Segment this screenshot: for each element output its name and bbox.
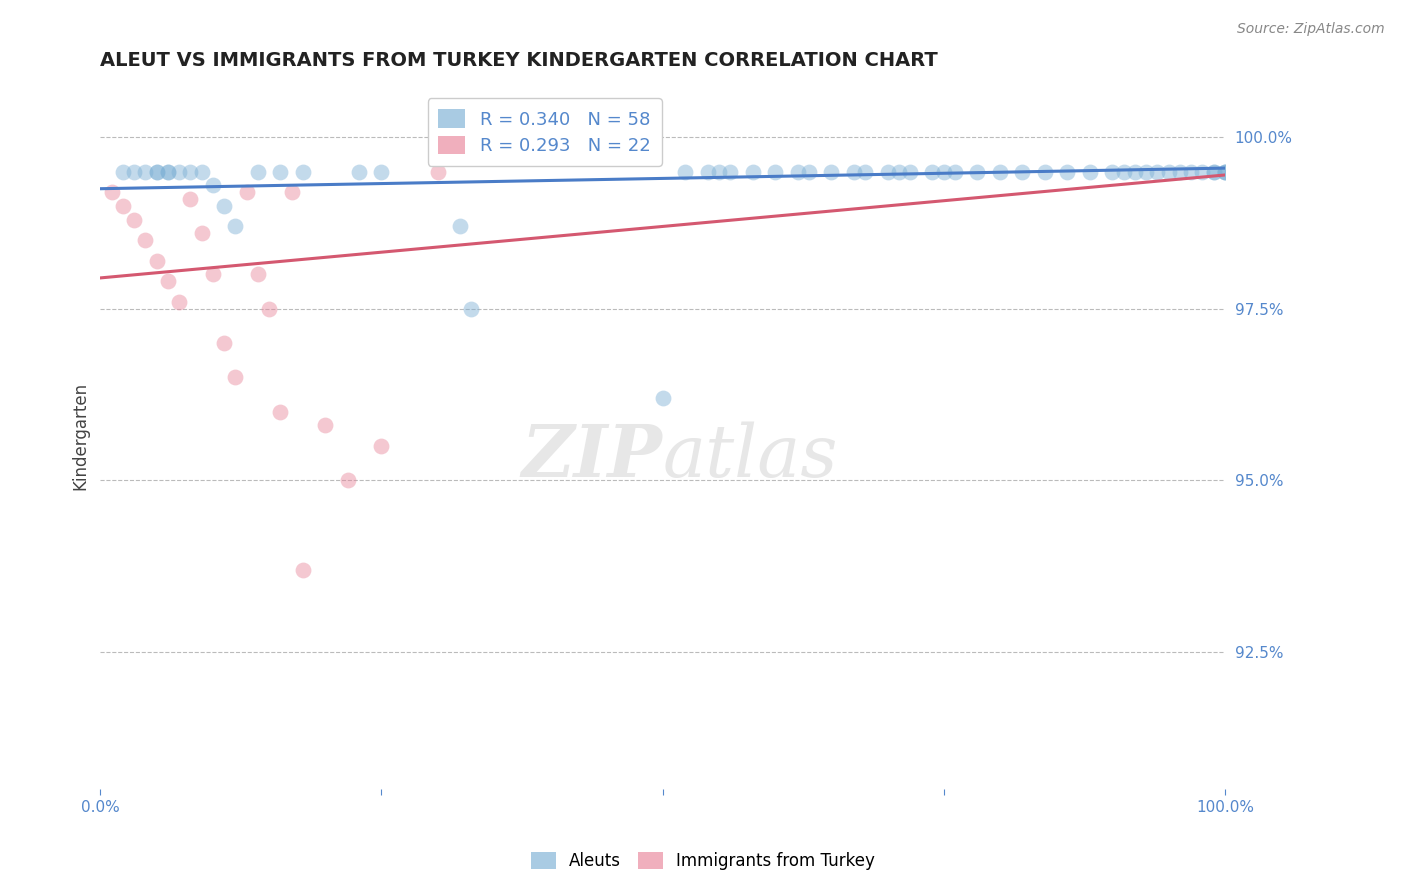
Point	[1011, 164, 1033, 178]
Point	[280, 185, 302, 199]
Text: Source: ZipAtlas.com: Source: ZipAtlas.com	[1237, 22, 1385, 37]
Point	[1191, 164, 1213, 178]
Point	[156, 164, 179, 178]
Text: atlas: atlas	[662, 422, 838, 492]
Point	[134, 233, 156, 247]
Point	[1213, 164, 1236, 178]
Point	[291, 563, 314, 577]
Point	[224, 219, 246, 234]
Point	[370, 164, 392, 178]
Point	[1146, 164, 1168, 178]
Point	[167, 164, 190, 178]
Point	[314, 418, 336, 433]
Point	[145, 164, 167, 178]
Point	[111, 199, 134, 213]
Point	[156, 274, 179, 288]
Point	[1123, 164, 1146, 178]
Point	[842, 164, 865, 178]
Point	[932, 164, 955, 178]
Point	[741, 164, 763, 178]
Text: ALEUT VS IMMIGRANTS FROM TURKEY KINDERGARTEN CORRELATION CHART: ALEUT VS IMMIGRANTS FROM TURKEY KINDERGA…	[100, 51, 938, 70]
Point	[1033, 164, 1056, 178]
Point	[707, 164, 730, 178]
Point	[1202, 164, 1225, 178]
Point	[1078, 164, 1101, 178]
Point	[1180, 164, 1202, 178]
Point	[100, 185, 122, 199]
Point	[212, 336, 235, 351]
Point	[1135, 164, 1157, 178]
Point	[921, 164, 943, 178]
Point	[1202, 164, 1225, 178]
Point	[426, 164, 449, 178]
Point	[134, 164, 156, 178]
Point	[820, 164, 842, 178]
Point	[257, 301, 280, 316]
Point	[673, 164, 696, 178]
Point	[763, 164, 786, 178]
Point	[212, 199, 235, 213]
Legend: R = 0.340   N = 58, R = 0.293   N = 22: R = 0.340 N = 58, R = 0.293 N = 22	[427, 98, 661, 166]
Text: ZIP: ZIP	[522, 421, 662, 492]
Point	[145, 253, 167, 268]
Point	[336, 474, 359, 488]
Point	[201, 178, 224, 193]
Point	[1112, 164, 1135, 178]
Point	[269, 405, 291, 419]
Point	[370, 439, 392, 453]
Point	[179, 192, 201, 206]
Point	[1056, 164, 1078, 178]
Point	[190, 227, 212, 241]
Point	[111, 164, 134, 178]
Point	[122, 164, 145, 178]
Point	[246, 164, 269, 178]
Point	[201, 268, 224, 282]
Point	[269, 164, 291, 178]
Legend: Aleuts, Immigrants from Turkey: Aleuts, Immigrants from Turkey	[524, 845, 882, 877]
Point	[797, 164, 820, 178]
Point	[876, 164, 898, 178]
Point	[122, 212, 145, 227]
Point	[696, 164, 718, 178]
Point	[943, 164, 966, 178]
Point	[1168, 164, 1191, 178]
Point	[1213, 164, 1236, 178]
Point	[898, 164, 921, 178]
Point	[179, 164, 201, 178]
Point	[145, 164, 167, 178]
Point	[347, 164, 370, 178]
Point	[224, 370, 246, 384]
Point	[235, 185, 257, 199]
Point	[887, 164, 910, 178]
Point	[246, 268, 269, 282]
Point	[156, 164, 179, 178]
Point	[1101, 164, 1123, 178]
Point	[1157, 164, 1180, 178]
Y-axis label: Kindergarten: Kindergarten	[72, 382, 89, 490]
Point	[449, 219, 471, 234]
Point	[291, 164, 314, 178]
Point	[718, 164, 741, 178]
Point	[988, 164, 1011, 178]
Point	[651, 391, 673, 405]
Point	[167, 294, 190, 309]
Point	[853, 164, 876, 178]
Point	[1213, 164, 1236, 178]
Point	[966, 164, 988, 178]
Point	[190, 164, 212, 178]
Point	[460, 301, 482, 316]
Point	[786, 164, 808, 178]
